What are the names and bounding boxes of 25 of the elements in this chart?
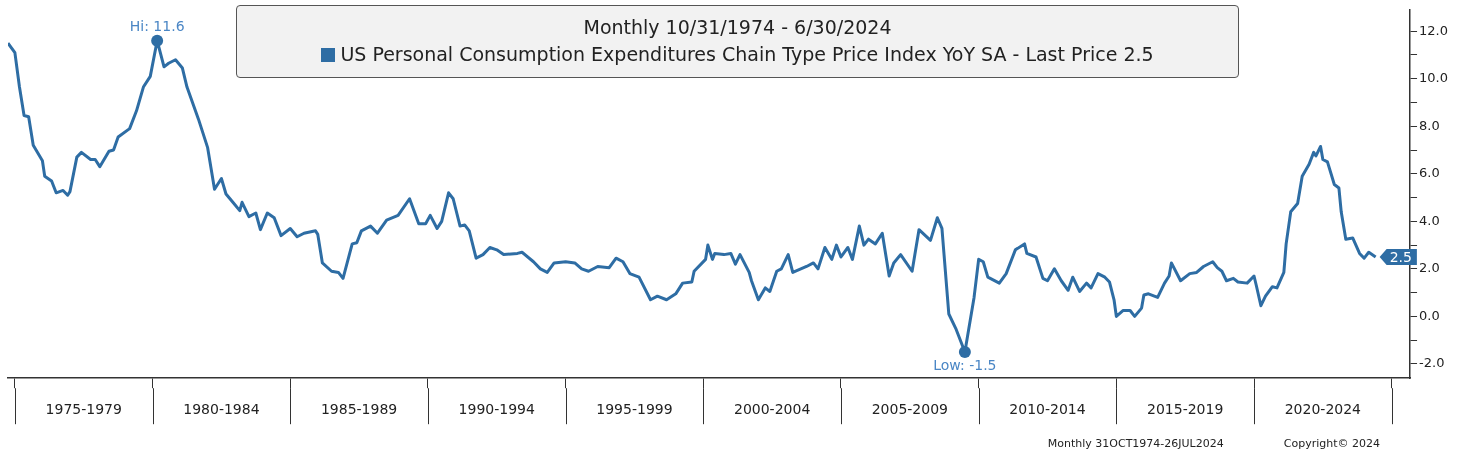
- annotation: Low: -1.5: [933, 356, 997, 373]
- annotation: 2.5: [1389, 248, 1412, 265]
- x-tick-label: 2010-2014: [1009, 401, 1086, 418]
- y-tick-label: 12.0: [1419, 22, 1449, 38]
- x-tick-label: 1995-1999: [596, 401, 673, 418]
- x-tick-label: 1985-1989: [320, 401, 398, 418]
- text: Monthly 31OCT1974-26JUL2024: [1047, 437, 1224, 450]
- x-tick-label: 2015-2019: [1147, 401, 1224, 418]
- y-tick-label: 10.0: [1419, 70, 1449, 86]
- y-tick-label: 4.0: [1419, 212, 1440, 228]
- y-tick-label: -2.0: [1419, 355, 1445, 371]
- x-tick-label: 2005-2009: [871, 401, 948, 418]
- x-tick-label: 2020-2024: [1284, 401, 1362, 418]
- y-tick-label: 0.0: [1419, 307, 1440, 323]
- x-tick-label: 2000-2004: [733, 401, 811, 418]
- y-tick-label: 2.0: [1419, 260, 1440, 276]
- annotation: Hi: 11.6: [129, 18, 185, 35]
- legend-label: US Personal Consumption Expenditures Chain Type Price Index YoY SA - Last Price 2.5: [339, 43, 1154, 65]
- x-tick-label: 1990-1994: [458, 401, 536, 418]
- y-tick-label: 8.0: [1419, 117, 1440, 133]
- x-tick-label: 1980-1984: [183, 401, 260, 418]
- x-tick-label: 1975-1979: [45, 401, 122, 418]
- chart-title: Monthly 10/31/1974 - 6/30/2024: [582, 15, 893, 40]
- text: Copyright© 2024: [1283, 437, 1380, 450]
- y-tick-label: 6.0: [1419, 165, 1440, 181]
